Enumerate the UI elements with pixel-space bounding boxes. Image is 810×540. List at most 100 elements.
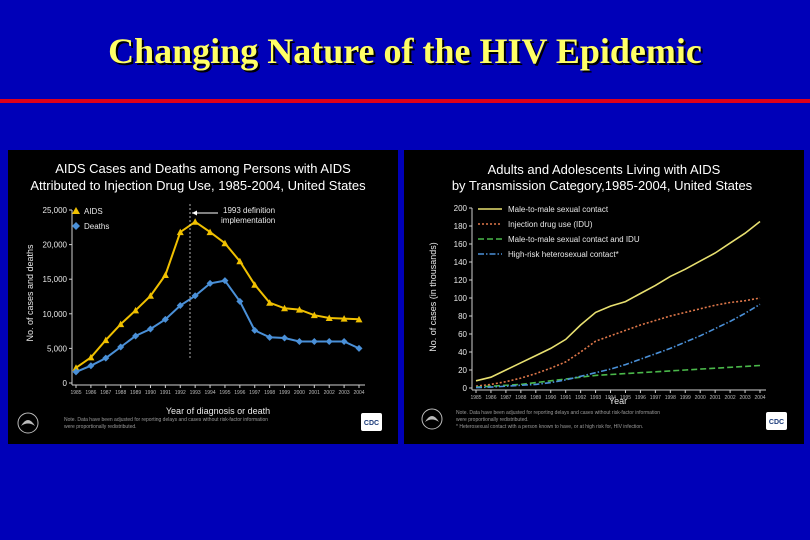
hhs-logo <box>421 408 443 430</box>
y-tick-label: 100 <box>454 294 468 303</box>
x-tick-label: 1990 <box>545 395 556 401</box>
data-point-triangle <box>281 304 289 312</box>
data-point-triangle <box>191 218 199 225</box>
x-tick-label: 1994 <box>204 390 215 396</box>
cdc-logo-icon <box>361 413 382 431</box>
hhs-eagle-shape <box>425 416 439 422</box>
x-tick-label: 1999 <box>279 390 290 396</box>
chart-living-with-aids: Adults and Adolescents Living with AIDS … <box>421 162 787 430</box>
hhs-eagle-icon <box>421 408 443 430</box>
annotation-text-1: 1993 definition <box>223 206 275 215</box>
chart-title: AIDS Cases and Deaths among Persons with… <box>55 161 351 176</box>
x-tick-label: 1989 <box>530 395 541 401</box>
title-rule <box>0 99 810 103</box>
data-point-diamond <box>87 362 95 370</box>
x-tick-label: 1987 <box>100 390 111 396</box>
y-tick-label: 10,000 <box>43 310 68 319</box>
data-point-triangle <box>310 311 318 319</box>
x-tick-label: 1992 <box>575 395 586 401</box>
x-tick-label: 1989 <box>130 390 141 396</box>
data-point-diamond <box>176 301 184 309</box>
x-tick-label: 1996 <box>635 395 646 401</box>
x-tick-label: 1993 <box>590 395 601 401</box>
hhs-logo <box>17 412 39 434</box>
cdc-badge: CDC <box>766 412 787 430</box>
x-axis-label: Year <box>609 396 627 406</box>
data-point-diamond <box>206 279 214 287</box>
x-tick-label: 2004 <box>353 390 364 396</box>
data-point-diamond <box>251 326 259 334</box>
data-point-triangle <box>72 364 80 371</box>
legend-label-deaths: Deaths <box>84 222 109 231</box>
x-tick-label: 1988 <box>515 395 526 401</box>
y-tick-label: 15,000 <box>43 275 68 284</box>
x-tick-label: 1995 <box>620 395 631 401</box>
hhs-eagle-icon <box>17 412 39 434</box>
hhs-eagle-shape <box>21 420 35 426</box>
x-tick-label: 1997 <box>650 395 661 401</box>
x-axis-label: Year of diagnosis or death <box>166 406 270 416</box>
legend: Male-to-male sexual contact Injection dru… <box>478 205 640 259</box>
cdc-logo-text: CDC <box>769 419 784 426</box>
data-point-triangle <box>132 306 140 314</box>
chart-subtitle: Attributed to Injection Drug Use, 1985-2… <box>30 178 366 193</box>
data-point-diamond <box>132 332 140 340</box>
x-tick-label: 1986 <box>485 395 496 401</box>
x-tick-label: 1991 <box>160 390 171 396</box>
y-tick-label: 80 <box>458 312 467 321</box>
data-point-diamond <box>102 354 110 362</box>
data-point-diamond <box>281 334 289 342</box>
y-tick-label: 60 <box>458 330 467 339</box>
x-tick-label: 1990 <box>145 390 156 396</box>
data-point-diamond <box>266 333 274 341</box>
data-point-diamond <box>340 337 348 345</box>
y-axis-label: No. of cases and deaths <box>25 244 35 342</box>
chart-subtitle: by Transmission Category,1985-2004, Unit… <box>452 178 753 193</box>
x-tick-label: 1997 <box>249 390 260 396</box>
note-line-1: Note. Data have been adjusted for report… <box>64 417 268 423</box>
data-point-diamond <box>161 315 169 323</box>
y-tick-label: 0 <box>63 379 68 388</box>
chart-title: Adults and Adolescents Living with AIDS <box>488 162 721 177</box>
note-line-2: were proportionally redistributed. <box>64 424 137 430</box>
data-point-diamond <box>325 337 333 345</box>
data-point-diamond <box>355 344 363 352</box>
y-tick-label: 180 <box>454 222 468 231</box>
data-point-triangle <box>236 257 244 265</box>
data-point-triangle <box>102 336 110 344</box>
x-tick-label: 2002 <box>725 395 736 401</box>
data-point-diamond <box>236 297 244 305</box>
x-tick-label: 2004 <box>754 395 765 401</box>
series-line-3 <box>475 303 761 389</box>
x-tick-label: 1988 <box>115 390 126 396</box>
data-point-triangle <box>325 314 333 321</box>
data-point-triangle <box>295 306 303 313</box>
y-tick-label: 0 <box>463 384 468 393</box>
y-tick-label: 160 <box>454 240 468 249</box>
y-axis-label: No. of cases (in thousands) <box>428 242 438 352</box>
legend-label-1: Injection drug use (IDU) <box>508 220 593 229</box>
x-tick-label: 1996 <box>234 390 245 396</box>
chart-panel-idu-cases-deaths: AIDS Cases and Deaths among Persons with… <box>8 150 398 444</box>
legend-label-3: High-risk heterosexual contact* <box>508 250 619 259</box>
x-tick-label: 2001 <box>309 390 320 396</box>
x-tick-label: 1987 <box>500 395 511 401</box>
x-tick-label: 2000 <box>294 390 305 396</box>
chart-idu-cases-deaths: AIDS Cases and Deaths among Persons with… <box>17 161 382 434</box>
legend-label-2: Male-to-male sexual contact and IDU <box>508 235 640 244</box>
data-point-triangle <box>251 281 259 288</box>
legend-label-aids: AIDS <box>84 207 103 216</box>
data-point-triangle <box>117 320 125 328</box>
y-tick-label: 120 <box>454 276 468 285</box>
note-line-3: * Heterosexual contact with a person kno… <box>456 424 643 430</box>
x-tick-label: 2000 <box>695 395 706 401</box>
x-tick-label: 1998 <box>665 395 676 401</box>
series-line-0 <box>475 220 761 382</box>
chart-panel-living-with-aids: Adults and Adolescents Living with AIDS … <box>404 150 804 444</box>
x-tick-label: 2001 <box>710 395 721 401</box>
note-line-1: Note. Data have been adjusted for report… <box>456 410 660 416</box>
y-tick-label: 140 <box>454 258 468 267</box>
data-point-diamond <box>310 337 318 345</box>
data-point-triangle <box>340 315 348 322</box>
annotation: 1993 definition implementation <box>189 204 275 360</box>
